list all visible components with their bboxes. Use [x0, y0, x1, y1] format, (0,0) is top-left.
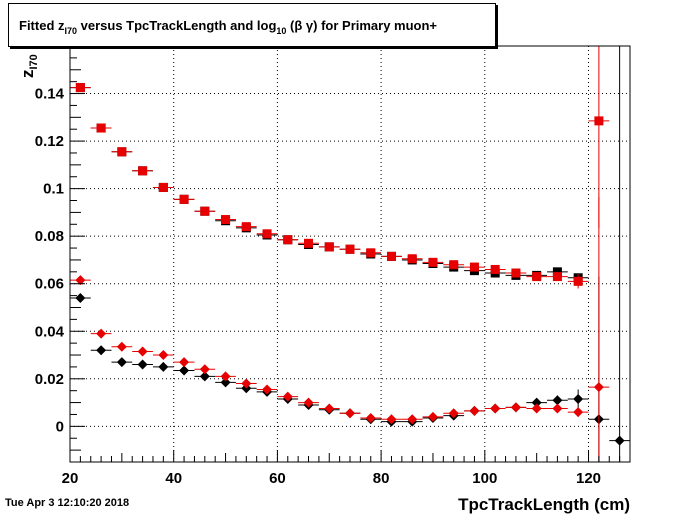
y-tick-label: 0.08 [35, 228, 64, 245]
data-point [386, 251, 396, 261]
data-point [220, 371, 231, 382]
data-point [594, 116, 604, 126]
x-tick-label: 60 [269, 470, 286, 487]
x-tick-label: 20 [62, 470, 79, 487]
data-point [510, 402, 521, 413]
data-point [75, 83, 85, 93]
data-point [573, 276, 583, 286]
data-point [531, 403, 542, 414]
data-point [407, 254, 417, 264]
data-point [158, 350, 169, 361]
data-point [428, 257, 438, 267]
data-point [469, 262, 479, 272]
data-point [552, 403, 563, 414]
data-point [137, 359, 148, 370]
x-tick-label: 80 [373, 470, 390, 487]
data-point [179, 357, 190, 368]
data-point [137, 346, 148, 357]
data-point [614, 435, 625, 446]
svg-text:zI70: zI70 [18, 54, 40, 78]
data-point [449, 260, 459, 270]
data-point [283, 235, 293, 245]
x-tick-label: 120 [576, 470, 601, 487]
data-point [324, 403, 335, 414]
data-point [200, 206, 210, 216]
data-point [531, 397, 542, 408]
y-tick-label: 0 [56, 418, 64, 435]
data-point [573, 407, 584, 418]
data-points [70, 46, 630, 462]
data-point [96, 123, 106, 133]
data-point [179, 194, 189, 204]
data-point [345, 244, 355, 254]
plot-frame [69, 45, 631, 463]
x-axis-title: TpcTrackLength (cm) [458, 495, 630, 514]
data-point [303, 397, 314, 408]
data-point [199, 371, 210, 382]
y-tick-label: 0.04 [35, 323, 65, 340]
y-tick-label: 0.1 [43, 181, 64, 198]
data-point [448, 408, 459, 419]
y-tick-label: 0.06 [35, 276, 64, 293]
data-point [75, 292, 86, 303]
data-point [179, 365, 190, 376]
data-point [262, 229, 272, 239]
data-point [117, 147, 127, 157]
y-tick-label: 0.02 [35, 371, 64, 388]
data-point [96, 345, 107, 356]
data-point [324, 242, 334, 252]
y-tick-label: 0.14 [35, 86, 65, 103]
axes: 20 40 60 80 100 120 0 0.02 0.04 0.06 0.08 0.1 0.12 0.… [35, 57, 631, 487]
data-point [511, 268, 521, 278]
data-point [427, 411, 438, 422]
series-diamond-black [70, 46, 630, 462]
data-point [220, 377, 231, 388]
data-point [490, 264, 500, 274]
data-point [158, 182, 168, 192]
data-point [116, 341, 127, 352]
y-axis-title-sub: I70 [28, 54, 40, 69]
data-point [490, 403, 501, 414]
data-point [552, 395, 563, 406]
data-point [552, 272, 562, 282]
chart-title: Fitted zI70 versus TpcTrackLength and lo… [19, 18, 438, 36]
data-point [96, 328, 107, 339]
data-point [262, 384, 273, 395]
data-point [158, 361, 169, 372]
data-point [365, 413, 376, 424]
data-point [282, 391, 293, 402]
data-point [241, 378, 252, 389]
data-point [221, 215, 231, 225]
data-point [593, 382, 604, 393]
data-point [304, 238, 314, 248]
x-tick-label: 100 [472, 470, 497, 487]
series-square-red [70, 46, 610, 289]
timestamp: Tue Apr 3 12:10:20 2018 [5, 497, 130, 509]
data-point [532, 272, 542, 282]
data-point [386, 414, 397, 425]
data-point [407, 414, 418, 425]
x-tick-label: 40 [165, 470, 182, 487]
grid-lines [70, 46, 630, 462]
y-tick-label: 0.12 [35, 133, 64, 150]
series-diamond-red [70, 196, 610, 462]
series-square-black [70, 83, 589, 283]
data-point [469, 405, 480, 416]
data-point [573, 394, 584, 405]
data-point [199, 364, 210, 375]
chart-title-box: Fitted zI70 versus TpcTrackLength and lo… [8, 3, 496, 47]
y-axis-title-main: z [18, 70, 37, 79]
data-point [366, 248, 376, 258]
y-axis-title: zI70 [18, 54, 40, 78]
data-point [241, 222, 251, 232]
data-point [345, 408, 355, 419]
data-point [75, 275, 86, 286]
data-point [138, 166, 148, 176]
data-point [116, 357, 127, 368]
data-point [552, 267, 562, 277]
